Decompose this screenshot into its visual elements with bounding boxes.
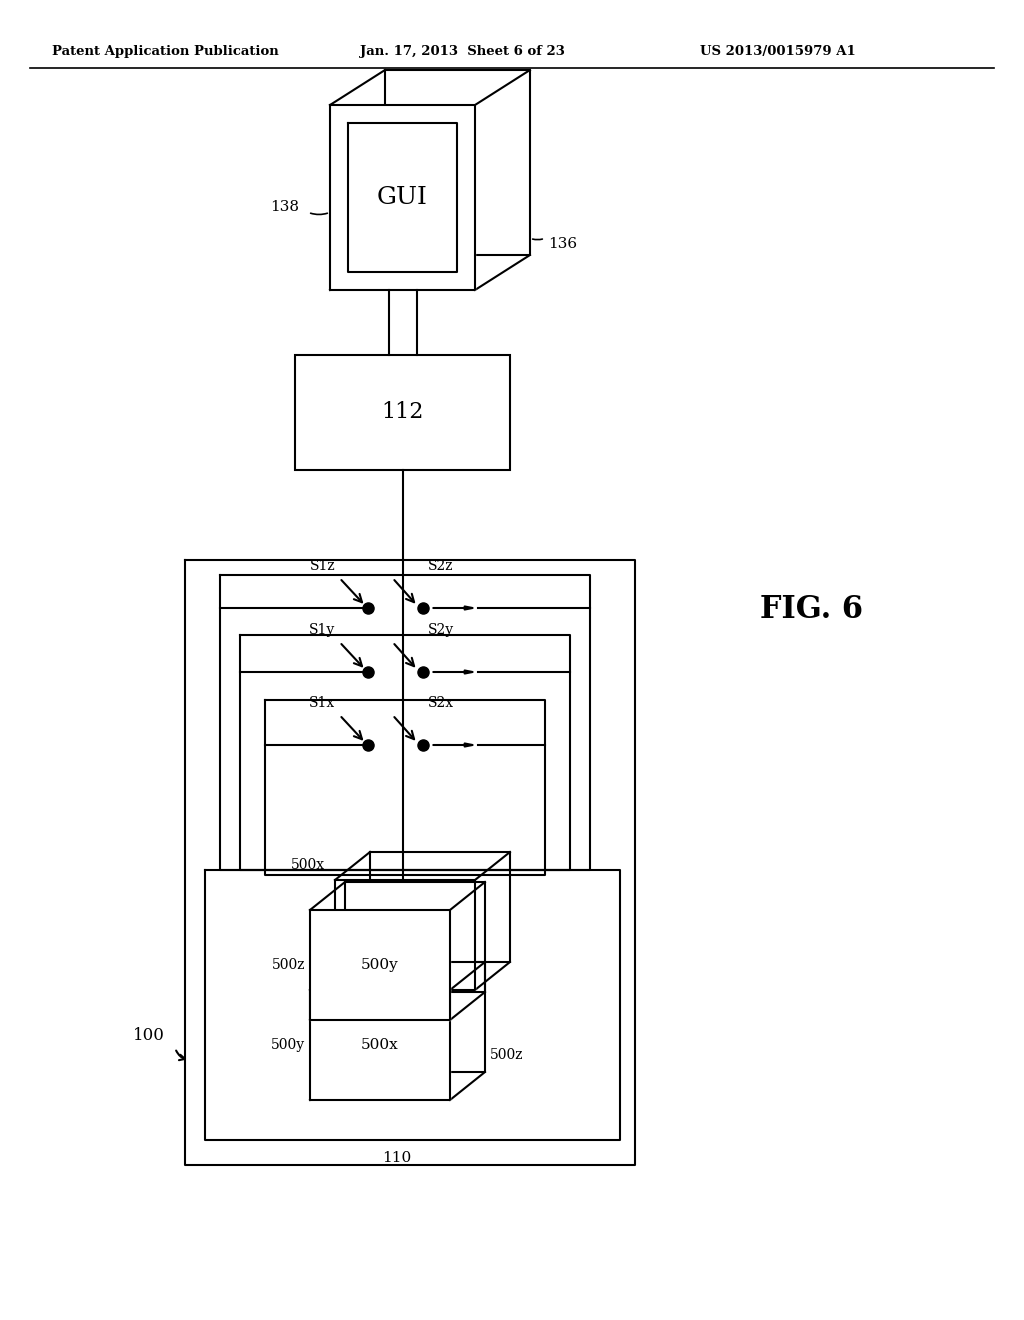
Text: 110: 110	[382, 1151, 412, 1166]
Text: 500z: 500z	[271, 958, 305, 972]
Text: 136: 136	[548, 236, 578, 251]
Text: 500y: 500y	[361, 958, 399, 972]
Text: US 2013/0015979 A1: US 2013/0015979 A1	[700, 45, 856, 58]
Text: Patent Application Publication: Patent Application Publication	[52, 45, 279, 58]
Text: 500x: 500x	[361, 1038, 399, 1052]
Text: S1y: S1y	[309, 623, 336, 638]
Text: 138: 138	[270, 199, 299, 214]
Bar	[295, 355, 510, 470]
Text: Jan. 17, 2013  Sheet 6 of 23: Jan. 17, 2013 Sheet 6 of 23	[360, 45, 565, 58]
Polygon shape	[330, 106, 475, 290]
Text: 500z: 500z	[490, 1048, 523, 1063]
Text: S1x: S1x	[309, 696, 336, 710]
Text: 112: 112	[381, 401, 424, 424]
Text: S2z: S2z	[427, 558, 453, 573]
Polygon shape	[388, 290, 417, 355]
Polygon shape	[310, 990, 450, 1100]
Text: 500x: 500x	[291, 858, 325, 873]
Polygon shape	[310, 909, 450, 1020]
Text: S1z: S1z	[310, 558, 336, 573]
Text: 500y: 500y	[271, 1038, 305, 1052]
Text: FIG. 6: FIG. 6	[760, 594, 863, 626]
Text: S2y: S2y	[427, 623, 454, 638]
Text: 100: 100	[133, 1027, 165, 1044]
Text: S2x: S2x	[427, 696, 454, 710]
Text: GUI: GUI	[377, 186, 428, 209]
Polygon shape	[335, 880, 475, 990]
